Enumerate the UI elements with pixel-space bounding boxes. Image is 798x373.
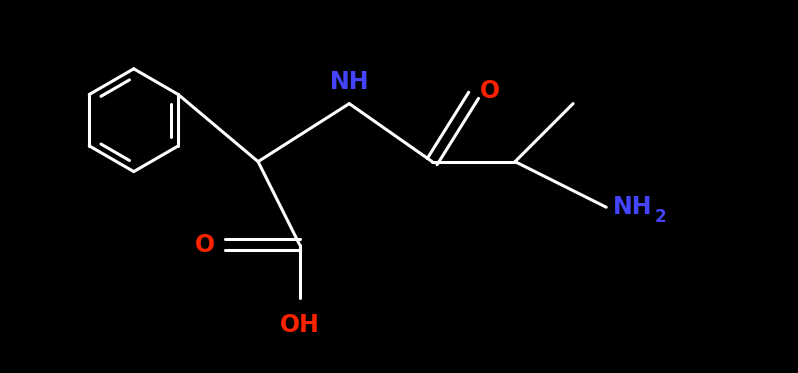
Text: O: O [195, 232, 215, 257]
Text: NH: NH [613, 195, 652, 219]
Text: O: O [480, 79, 500, 103]
Text: OH: OH [279, 313, 319, 337]
Text: 2: 2 [654, 208, 666, 226]
Text: NH: NH [330, 70, 369, 94]
